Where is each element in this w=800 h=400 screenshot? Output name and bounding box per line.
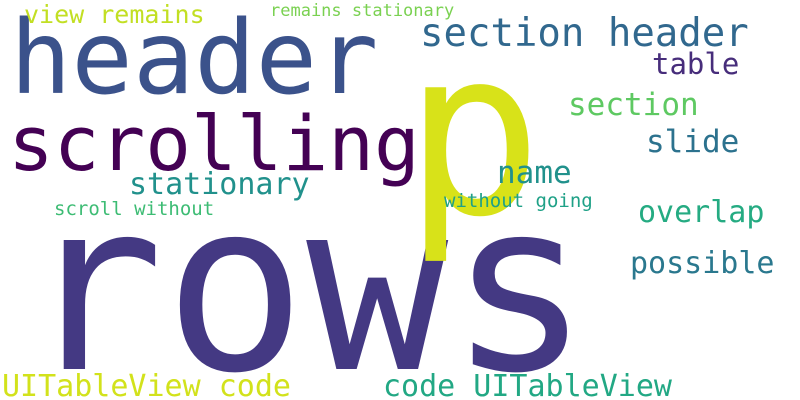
word-p: p xyxy=(404,1,543,268)
word-scroll-without: scroll without xyxy=(54,198,215,220)
word-possible: possible xyxy=(630,246,775,281)
word-header: header xyxy=(10,0,379,118)
word-name: name xyxy=(497,155,572,191)
word-view-remains: view remains xyxy=(24,0,205,29)
word-overlap: overlap xyxy=(638,195,765,230)
word-uitableview-code: UITableView code xyxy=(2,369,291,400)
word-stationary: stationary xyxy=(129,167,310,202)
word-slide: slide xyxy=(646,124,740,160)
word-code-uitableview: code UITableView xyxy=(383,369,672,400)
word-remains-stationary: remains stationary xyxy=(270,1,455,21)
word-scrolling: scrolling xyxy=(8,99,420,188)
word-without-going: without going xyxy=(444,190,593,212)
word-rows: rows xyxy=(22,150,591,400)
word-section: section xyxy=(568,87,699,123)
word-section-header: section header xyxy=(420,11,749,56)
word-table: table xyxy=(652,47,740,81)
